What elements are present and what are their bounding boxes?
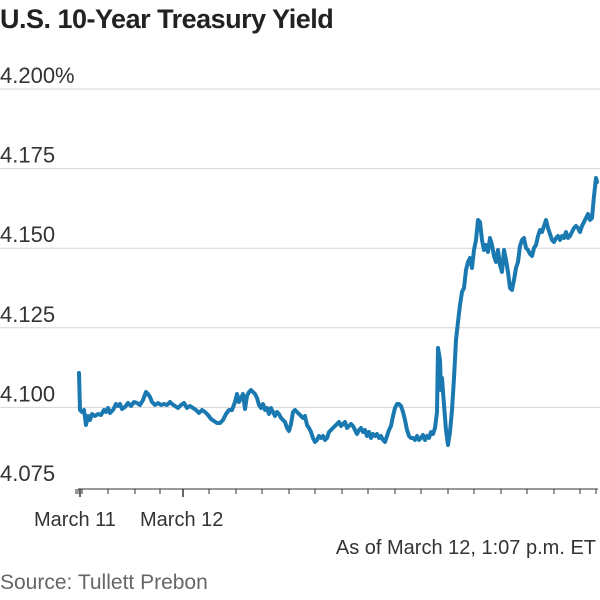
x-tick-label: March 11 (34, 509, 116, 531)
y-tick-label: 4.100 (0, 381, 55, 406)
series-line (77, 176, 599, 447)
y-tick-label: 4.200% (0, 63, 75, 88)
y-tick-label: 4.075 (0, 461, 55, 486)
y-tick-label: 4.125 (0, 302, 55, 327)
x-axis: March 11 March 12 (34, 488, 598, 531)
x-tick-label: March 12 (140, 509, 223, 531)
y-tick-label: 4.150 (0, 222, 55, 247)
source-note: Source: Tullett Prebon (0, 571, 208, 594)
chart-title: U.S. 10-Year Treasury Yield (0, 4, 334, 34)
gridlines (0, 88, 600, 408)
y-axis-tick-labels: 4.075 4.100 4.125 4.150 4.175 4.200% (0, 63, 75, 486)
timestamp-note: As of March 12, 1:07 p.m. ET (335, 537, 596, 559)
y-tick-label: 4.175 (0, 143, 55, 168)
